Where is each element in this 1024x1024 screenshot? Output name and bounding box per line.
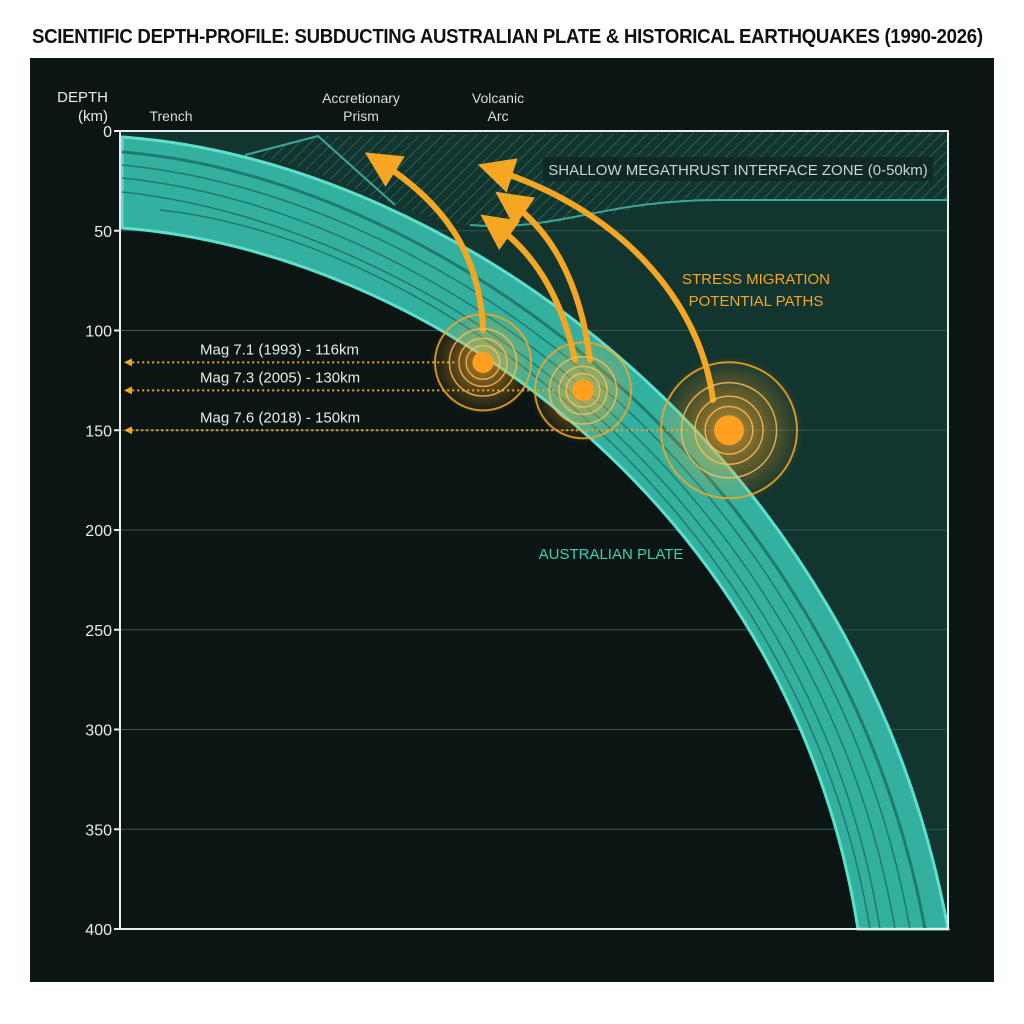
- stress-arrow: [364, 152, 486, 333]
- earthquake-ring: [458, 337, 508, 388]
- earthquake-ring: [534, 341, 632, 440]
- y-axis-label: DEPTH: [57, 89, 108, 106]
- arc-label-2: Arc: [488, 108, 509, 124]
- y-tick-label: 100: [85, 324, 112, 341]
- y-axis-unit: (km): [78, 108, 108, 125]
- earthquake-epicenter: [472, 351, 494, 373]
- earthquake-epicenter: [714, 415, 744, 446]
- stress-label-2: POTENTIAL PATHS: [689, 293, 824, 310]
- earthquake-ring: [694, 395, 764, 465]
- arc-label: Volcanic: [472, 90, 524, 106]
- page-title: SCIENTIFIC DEPTH-PROFILE: SUBDUCTING AUS…: [32, 26, 983, 48]
- earthquake-event: Mag 7.3 (2005) - 130km: [124, 337, 636, 444]
- stress-label: STRESS MIGRATION: [682, 271, 830, 288]
- y-tick-label: 400: [85, 922, 112, 939]
- plate-label: AUSTRALIAN PLATE: [539, 546, 684, 563]
- earthquake-event: Mag 7.6 (2018) - 150km: [124, 355, 804, 506]
- y-tick-label: 250: [85, 623, 112, 640]
- prism-label-2: Prism: [343, 108, 379, 124]
- earthquake-ring: [548, 356, 618, 425]
- earthquake-ring: [465, 344, 501, 380]
- earthquake-ring: [434, 313, 532, 412]
- earthquake-epicenter: [572, 379, 594, 401]
- y-tick-label: 350: [85, 822, 112, 839]
- stress-arrow: [480, 214, 578, 363]
- trench-label: Trench: [149, 108, 192, 124]
- earthquake-ring: [565, 372, 601, 408]
- event-label: Mag 7.1 (1993) - 116km: [200, 341, 359, 358]
- earthquake-ring: [448, 328, 518, 397]
- earthquake-ring: [558, 365, 608, 416]
- y-tick-label: 300: [85, 723, 112, 740]
- earthquake-ring: [660, 361, 798, 500]
- prism-label: Accretionary: [322, 90, 400, 106]
- y-tick-label: 50: [94, 224, 112, 241]
- stress-arrow: [495, 191, 593, 363]
- y-tick-label: 0: [103, 124, 112, 141]
- earthquake-ring: [680, 381, 778, 479]
- y-tick-label: 200: [85, 523, 112, 540]
- earthquake-event: Mag 7.1 (1993) - 116km: [124, 309, 536, 416]
- event-label: Mag 7.3 (2005) - 130km: [200, 369, 360, 386]
- megathrust-zone-label: SHALLOW MEGATHRUST INTERFACE ZONE (0-50k…: [548, 162, 928, 179]
- earthquake-ring: [704, 405, 754, 455]
- event-label: Mag 7.6 (2018) - 150km: [200, 409, 360, 426]
- y-tick-label: 150: [85, 423, 112, 440]
